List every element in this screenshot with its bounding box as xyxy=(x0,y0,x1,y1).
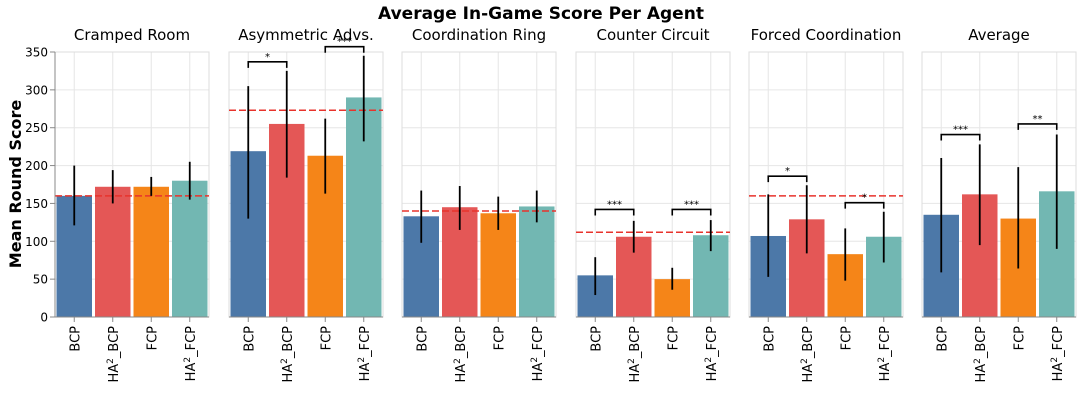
significance-label: *** xyxy=(337,37,352,48)
x-tick-label: HA2_FCP xyxy=(357,326,373,381)
x-tick-label: BCP xyxy=(242,326,257,352)
significance-bracket xyxy=(594,208,635,216)
x-tick-label: HA2_FCP xyxy=(530,326,546,381)
figure-title: Average In-Game Score Per Agent xyxy=(378,4,704,24)
x-tick-label: FCP xyxy=(1012,326,1027,351)
significance-bracket xyxy=(671,208,712,216)
x-tick-label: HA2_FCP xyxy=(1050,326,1066,381)
significance-label: * xyxy=(785,166,790,177)
x-tick-label: HA2_BCP xyxy=(106,326,122,383)
y-tick-label: 150 xyxy=(25,197,48,211)
x-tick-label: BCP xyxy=(68,326,83,352)
x-tick-label: HA2_BCP xyxy=(280,326,296,383)
panel-1: Cramped Room BCP HA2_BCP FCP HA2_FCP 0 50 100 15… xyxy=(25,26,210,383)
x-tick-label: FCP xyxy=(839,326,854,351)
bar-FCP xyxy=(480,213,516,317)
x-tick-label: HA2_FCP xyxy=(183,326,199,381)
x-tick-label: HA2_FCP xyxy=(877,326,893,381)
y-axis-label: Mean Round Score xyxy=(6,100,25,269)
panel-5: Forced Coordination * * BCP HA2_BCP FCP HA2_FC… xyxy=(748,26,904,383)
significance-label: *** xyxy=(684,199,699,210)
x-tick-label: HA2_BCP xyxy=(627,326,643,383)
y-tick-label: 50 xyxy=(33,273,48,287)
panel-title: Forced Coordination xyxy=(751,26,902,44)
x-tick-label: FCP xyxy=(319,326,334,351)
x-tick-label: FCP xyxy=(666,326,681,351)
x-tick-label: BCP xyxy=(415,326,430,352)
bar-HA2_BCP xyxy=(95,186,131,317)
panels: Cramped Room BCP HA2_BCP FCP HA2_FCP 0 50 100 15… xyxy=(25,26,1077,383)
bar-FCP xyxy=(133,186,169,317)
significance-label: *** xyxy=(607,199,622,210)
panel-title: Coordination Ring xyxy=(412,26,546,44)
panel-4: Counter Circuit *** *** BCP HA2_BCP FCP HA2_FC… xyxy=(575,26,731,383)
y-tick-label: 300 xyxy=(25,83,48,97)
significance-bracket xyxy=(940,133,981,141)
y-tick-label: 0 xyxy=(40,311,48,325)
x-tick-label: FCP xyxy=(492,326,507,351)
panel-title: Counter Circuit xyxy=(597,26,710,44)
panel-3: Coordination Ring BCP HA2_BCP FCP HA2_FCP xyxy=(401,26,557,383)
significance-label: *** xyxy=(953,125,968,136)
x-tick-label: BCP xyxy=(762,326,777,352)
panel-title: Asymmetric Advs. xyxy=(238,26,374,44)
y-tick-label: 100 xyxy=(25,235,48,249)
significance-label: * xyxy=(862,193,867,204)
x-tick-label: HA2_BCP xyxy=(800,326,816,383)
significance-label: ** xyxy=(1033,114,1043,125)
x-tick-label: BCP xyxy=(589,326,604,352)
significance-bracket xyxy=(324,45,365,53)
significance-bracket xyxy=(767,175,808,183)
panel-title: Cramped Room xyxy=(74,26,190,44)
significance-label: * xyxy=(265,52,270,63)
x-tick-label: HA2_FCP xyxy=(704,326,720,381)
y-tick-label: 350 xyxy=(25,46,48,60)
y-tick-label: 250 xyxy=(25,121,48,135)
significance-bracket xyxy=(247,61,288,68)
significance-bracket xyxy=(844,201,885,209)
x-tick-label: BCP xyxy=(935,326,950,352)
x-tick-label: HA2_BCP xyxy=(973,326,989,383)
bar-HA2_FCP xyxy=(519,206,555,317)
significance-bracket xyxy=(1017,123,1058,130)
x-tick-label: HA2_BCP xyxy=(453,326,469,383)
x-tick-label: FCP xyxy=(145,326,160,351)
y-tick-label: 200 xyxy=(25,159,48,173)
panel-title: Average xyxy=(968,26,1030,44)
bar-HA2_FCP xyxy=(172,180,208,317)
